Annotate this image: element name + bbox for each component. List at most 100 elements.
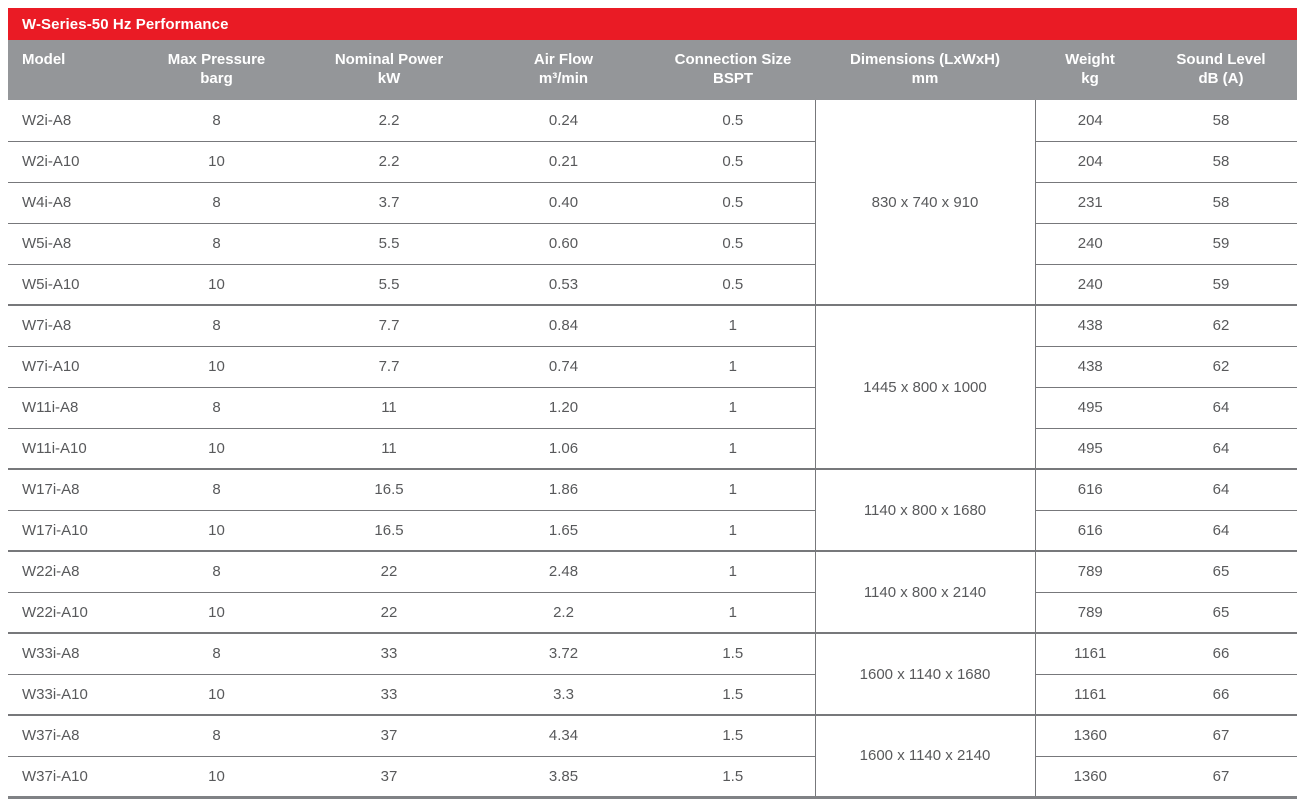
cell-nominal-power: 5.5 — [302, 264, 476, 306]
table-row: W33i-A10 10 33 3.3 1.5 1161 66 — [8, 674, 1297, 716]
cell-dimensions: 1140 x 800 x 1680 — [814, 469, 1036, 552]
cell-connection-size: 1 — [651, 346, 815, 388]
cell-sound-level: 64 — [1145, 428, 1297, 470]
table-row: W5i-A8 8 5.5 0.60 0.5 240 59 — [8, 223, 1297, 265]
cell-nominal-power: 11 — [302, 428, 476, 470]
cell-model: W22i-A8 — [8, 551, 131, 593]
cell-air-flow: 1.86 — [476, 469, 651, 511]
table-row: W5i-A10 10 5.5 0.53 0.5 240 59 — [8, 264, 1297, 306]
cell-nominal-power: 37 — [302, 715, 476, 757]
cell-air-flow: 0.84 — [476, 305, 651, 347]
column-header-unit: kW — [377, 70, 401, 87]
cell-connection-size: 1 — [651, 428, 815, 470]
cell-sound-level: 65 — [1145, 592, 1297, 634]
cell-air-flow: 3.85 — [476, 756, 651, 799]
cell-weight: 616 — [1035, 469, 1145, 511]
cell-max-pressure: 10 — [131, 141, 302, 183]
cell-sound-level: 66 — [1145, 633, 1297, 675]
cell-connection-size: 0.5 — [651, 141, 815, 183]
cell-sound-level: 59 — [1145, 223, 1297, 265]
cell-connection-size: 0.5 — [651, 223, 815, 265]
cell-dimensions: 830 x 740 x 910 — [814, 100, 1036, 306]
column-header-unit: mm — [911, 70, 939, 87]
cell-sound-level: 58 — [1145, 141, 1297, 183]
column-header-sound-level: Sound Level dB (A) — [1145, 40, 1297, 100]
table-row: W17i-A10 10 16.5 1.65 1 616 64 — [8, 510, 1297, 552]
cell-air-flow: 0.40 — [476, 182, 651, 224]
cell-nominal-power: 3.7 — [302, 182, 476, 224]
cell-air-flow: 0.60 — [476, 223, 651, 265]
column-header-max-pressure: Max Pressure barg — [131, 40, 302, 100]
cell-max-pressure: 10 — [131, 264, 302, 306]
column-header-dimensions: Dimensions (LxWxH) mm — [815, 40, 1035, 100]
cell-nominal-power: 22 — [302, 592, 476, 634]
cell-sound-level: 59 — [1145, 264, 1297, 306]
column-header-label: Sound Level — [1176, 51, 1266, 68]
cell-model: W5i-A10 — [8, 264, 131, 306]
cell-dimensions: 1445 x 800 x 1000 — [814, 305, 1036, 470]
cell-max-pressure: 10 — [131, 674, 302, 716]
cell-connection-size: 0.5 — [651, 100, 815, 142]
cell-connection-size: 0.5 — [651, 182, 815, 224]
column-header-label: Weight — [1065, 51, 1115, 68]
column-header-nominal-power: Nominal Power kW — [302, 40, 476, 100]
cell-max-pressure: 10 — [131, 510, 302, 552]
cell-nominal-power: 33 — [302, 674, 476, 716]
cell-max-pressure: 10 — [131, 428, 302, 470]
column-header-unit: dB (A) — [1198, 70, 1244, 87]
cell-model: W7i-A8 — [8, 305, 131, 347]
column-header-label: Air Flow — [533, 51, 594, 68]
column-header-air-flow: Air Flow m³/min — [476, 40, 651, 100]
cell-nominal-power: 37 — [302, 756, 476, 799]
cell-weight: 789 — [1035, 551, 1145, 593]
table-body: W2i-A8 8 2.2 0.24 0.5 830 x 740 x 910 204 58 W2i… — [8, 100, 1297, 799]
column-header-unit: BSPT — [712, 70, 753, 87]
table-row: W37i-A8 8 37 4.34 1.5 1600 x 1140 x 2140 1360 6… — [8, 715, 1297, 799]
column-header-unit: barg — [200, 70, 233, 87]
cell-model: W37i-A10 — [8, 756, 131, 799]
cell-weight: 240 — [1035, 223, 1145, 265]
cell-air-flow: 3.3 — [476, 674, 651, 716]
cell-dimensions: 1140 x 800 x 2140 — [814, 551, 1036, 634]
table-row: W37i-A10 10 37 3.85 1.5 1360 67 — [8, 756, 1297, 799]
cell-weight: 231 — [1035, 182, 1145, 224]
cell-sound-level: 67 — [1145, 756, 1297, 799]
cell-nominal-power: 22 — [302, 551, 476, 593]
table-row: W22i-A10 10 22 2.2 1 789 65 — [8, 592, 1297, 634]
cell-weight: 240 — [1035, 264, 1145, 306]
column-header-unit: m³/min — [538, 70, 589, 87]
cell-weight: 495 — [1035, 387, 1145, 429]
cell-max-pressure: 8 — [131, 715, 302, 757]
cell-dimensions: 1600 x 1140 x 1680 — [814, 633, 1036, 716]
cell-sound-level: 62 — [1145, 305, 1297, 347]
cell-model: W5i-A8 — [8, 223, 131, 265]
cell-nominal-power: 7.7 — [302, 305, 476, 347]
table-row: W22i-A8 8 22 2.48 1 1140 x 800 x 2140 789 65 — [8, 551, 1297, 634]
cell-nominal-power: 2.2 — [302, 100, 476, 142]
cell-model: W37i-A8 — [8, 715, 131, 757]
cell-max-pressure: 8 — [131, 223, 302, 265]
cell-air-flow: 4.34 — [476, 715, 651, 757]
cell-nominal-power: 5.5 — [302, 223, 476, 265]
table-row: W7i-A8 8 7.7 0.84 1 1445 x 800 x 1000 438 62 — [8, 305, 1297, 470]
cell-model: W11i-A10 — [8, 428, 131, 470]
cell-air-flow: 0.24 — [476, 100, 651, 142]
cell-max-pressure: 8 — [131, 182, 302, 224]
cell-nominal-power: 33 — [302, 633, 476, 675]
table-row: W11i-A8 8 11 1.20 1 495 64 — [8, 387, 1297, 429]
cell-max-pressure: 10 — [131, 346, 302, 388]
cell-connection-size: 1.5 — [651, 756, 815, 799]
cell-sound-level: 58 — [1145, 182, 1297, 224]
cell-sound-level: 66 — [1145, 674, 1297, 716]
cell-weight: 616 — [1035, 510, 1145, 552]
cell-nominal-power: 16.5 — [302, 510, 476, 552]
cell-sound-level: 64 — [1145, 387, 1297, 429]
cell-air-flow: 1.65 — [476, 510, 651, 552]
cell-air-flow: 2.2 — [476, 592, 651, 634]
cell-air-flow: 0.74 — [476, 346, 651, 388]
table-row: W2i-A8 8 2.2 0.24 0.5 830 x 740 x 910 204 58 — [8, 100, 1297, 306]
cell-weight: 495 — [1035, 428, 1145, 470]
column-header-label: Dimensions (LxWxH) — [849, 51, 1000, 68]
cell-air-flow: 2.48 — [476, 551, 651, 593]
